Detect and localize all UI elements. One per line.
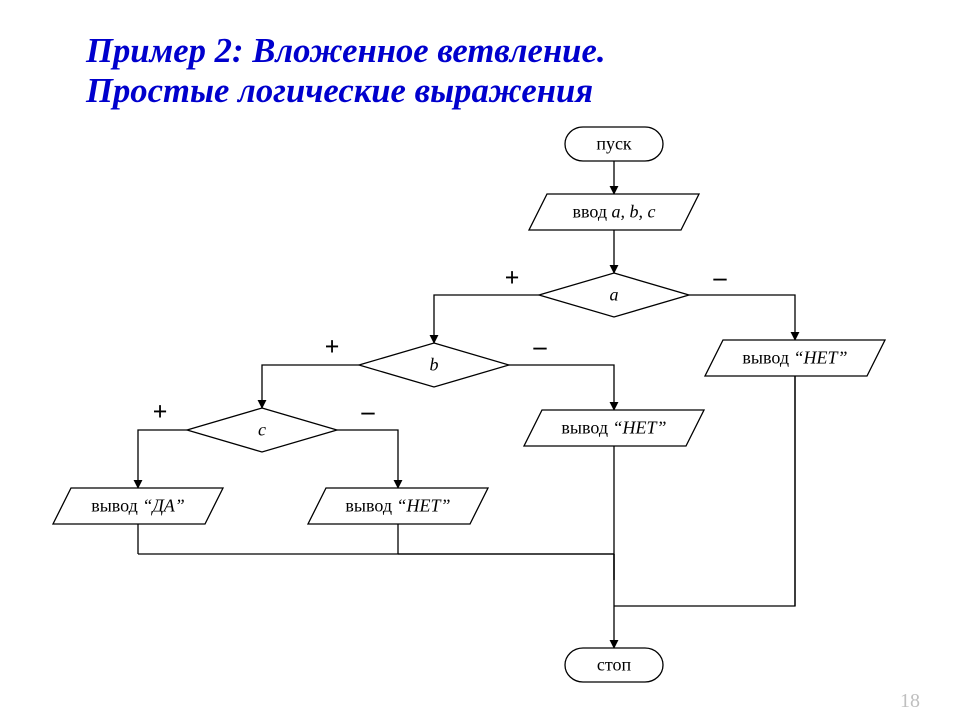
branch-d1-plus: + xyxy=(505,263,520,293)
branch-d2-minus: – xyxy=(534,332,547,362)
node-decision-2: b xyxy=(430,355,439,376)
node-output-no1: вывод “НЕТ” xyxy=(742,348,847,369)
node-decision-1: a xyxy=(610,285,619,306)
node-stop: стоп xyxy=(597,655,631,676)
branch-d2-plus: + xyxy=(325,332,340,362)
node-output-no2: вывод “НЕТ” xyxy=(561,418,666,439)
node-output-no3: вывод “НЕТ” xyxy=(345,496,450,517)
node-input: ввод a, b, c xyxy=(572,202,655,223)
branch-d3-plus: + xyxy=(153,397,168,427)
node-start: пуск xyxy=(596,134,631,155)
branch-d1-minus: – xyxy=(714,263,727,293)
node-output-yes: вывод “ДА” xyxy=(91,496,185,517)
page-number: 18 xyxy=(900,690,920,713)
branch-d3-minus: – xyxy=(362,397,375,427)
node-decision-3: c xyxy=(258,420,266,441)
